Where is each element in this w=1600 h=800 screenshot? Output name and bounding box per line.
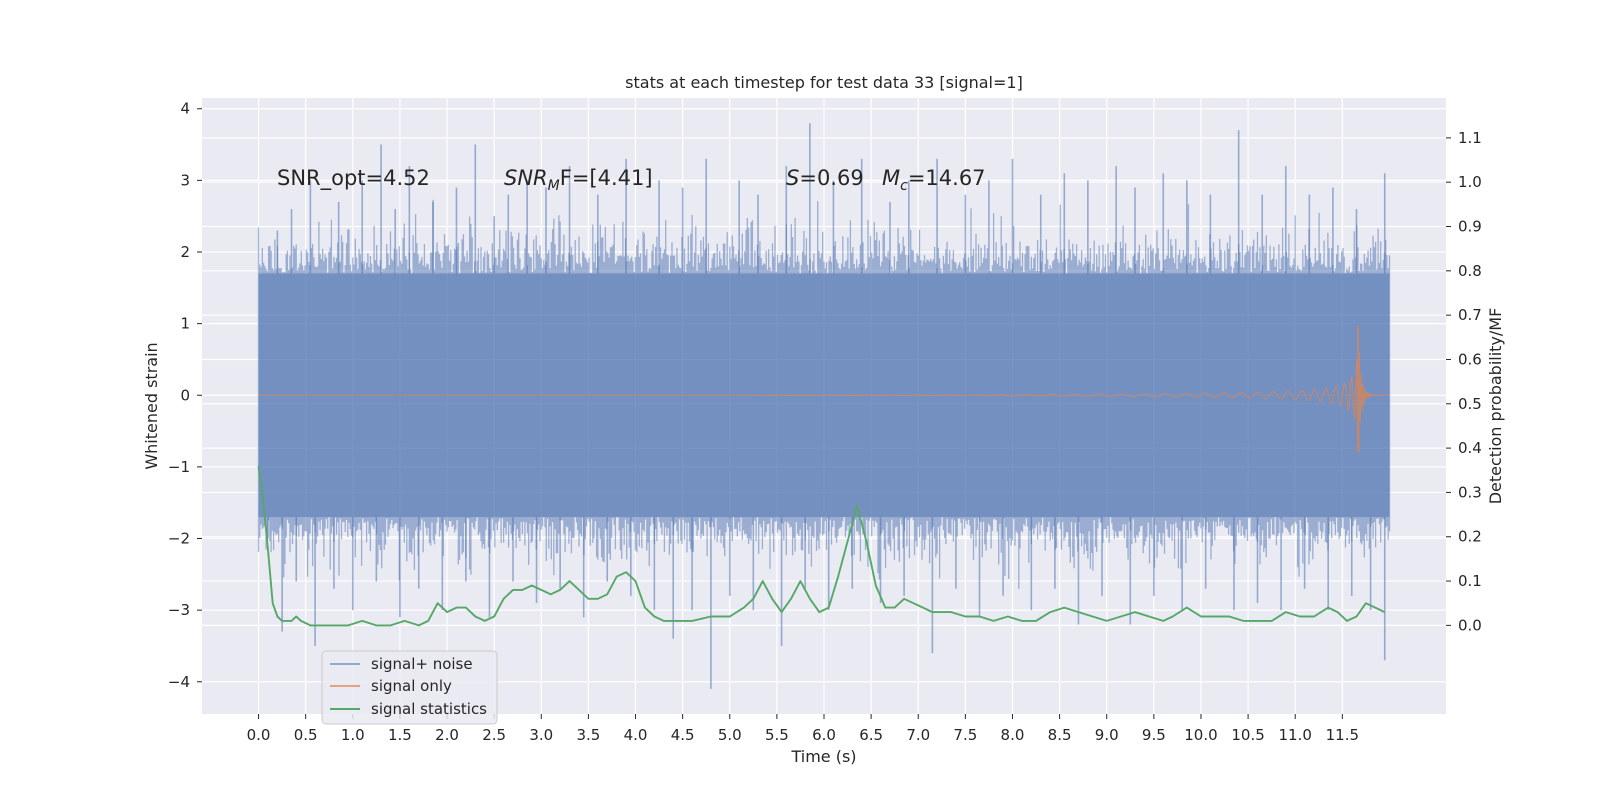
y-tick-label: 4 — [180, 100, 190, 118]
y-right-tick-label: 0.3 — [1458, 483, 1482, 501]
x-tick-label: 1.0 — [341, 726, 365, 744]
x-tick-label: 4.0 — [624, 726, 648, 744]
x-tick-label: 11.5 — [1326, 726, 1359, 744]
x-tick-label: 9.0 — [1095, 726, 1119, 744]
y-axis-right-label: Detection probability/MF — [1486, 308, 1505, 505]
x-tick-label: 5.0 — [718, 726, 742, 744]
y-axis-label: Whitened strain — [142, 342, 161, 469]
y-tick-label: −1 — [168, 458, 190, 476]
y-right-tick-label: 0.2 — [1458, 528, 1482, 546]
x-tick-label: 10.0 — [1184, 726, 1217, 744]
signal-statistics-line — [257, 465, 1386, 627]
x-tick-label: 7.5 — [953, 726, 977, 744]
x-tick-label: 0.0 — [247, 726, 271, 744]
y-axis-ticks: −4 −3 −2 −1 0 1 2 3 4 — [168, 100, 202, 691]
annotation-mc: Mc=14.67 — [882, 166, 986, 194]
y-tick-label: −3 — [168, 601, 190, 619]
annotation-s: S=0.69 — [786, 166, 864, 190]
x-tick-label: 6.0 — [812, 726, 836, 744]
legend-label-signal: signal only — [371, 677, 452, 695]
x-tick-label: 6.5 — [859, 726, 883, 744]
x-tick-label: 8.5 — [1048, 726, 1072, 744]
y-right-tick-label: 0.4 — [1458, 439, 1482, 457]
x-tick-label: 10.5 — [1231, 726, 1264, 744]
y-right-tick-label: 0.5 — [1458, 395, 1482, 413]
x-tick-label: 0.5 — [294, 726, 318, 744]
legend-label-stats: signal statistics — [371, 700, 487, 718]
y-axis-right-ticks: 0.0 0.1 0.2 0.3 0.4 0.5 0.6 0.7 0.8 0.9 1.0 1.1 — [1446, 129, 1482, 634]
legend: signal+ noise signal only signal statist… — [321, 650, 498, 725]
signal-only-series — [258, 325, 1390, 453]
y-right-tick-label: 0.7 — [1458, 306, 1482, 324]
annotation-snr-opt: SNR_opt=4.52 — [277, 166, 430, 191]
x-tick-label: 5.5 — [765, 726, 789, 744]
x-tick-label: 1.5 — [388, 726, 412, 744]
annotation-snr-mf: SNRMF=[4.41] — [504, 166, 653, 194]
y-right-tick-label: 1.1 — [1458, 129, 1482, 147]
y-right-tick-label: 0.1 — [1458, 572, 1482, 590]
y-right-tick-label: 0.6 — [1458, 350, 1482, 368]
y-right-tick-label: 0.0 — [1458, 616, 1482, 634]
x-tick-label: 4.5 — [671, 726, 695, 744]
x-tick-label: 8.0 — [1001, 726, 1025, 744]
y-tick-label: 2 — [180, 243, 190, 261]
x-tick-label: 3.0 — [529, 726, 553, 744]
y-tick-label: −2 — [168, 530, 190, 548]
x-tick-label: 9.5 — [1142, 726, 1166, 744]
y-tick-label: 1 — [180, 315, 190, 333]
y-right-tick-label: 0.8 — [1458, 262, 1482, 280]
y-tick-label: 0 — [180, 386, 190, 404]
x-tick-label: 2.5 — [482, 726, 506, 744]
x-tick-label: 11.0 — [1279, 726, 1312, 744]
y-tick-label: −4 — [168, 673, 190, 691]
x-tick-label: 3.5 — [576, 726, 600, 744]
chart-title: stats at each timestep for test data 33 … — [625, 73, 1023, 92]
signal-only-line — [258, 325, 1390, 453]
x-axis-ticks: 0.0 0.5 1.0 1.5 2.0 2.5 3.0 3.5 4.0 4.5 5.0 5.5 6.0 6… — [247, 714, 1359, 744]
signal-statistics-series — [257, 465, 1386, 627]
x-axis-label: Time (s) — [790, 747, 856, 766]
y-right-tick-label: 0.9 — [1458, 218, 1482, 236]
legend-label-noise: signal+ noise — [371, 655, 473, 673]
y-tick-label: 3 — [180, 171, 190, 189]
x-tick-label: 7.0 — [906, 726, 930, 744]
y-right-tick-label: 1.0 — [1458, 173, 1482, 191]
x-tick-label: 2.0 — [435, 726, 459, 744]
legend-box — [321, 650, 498, 725]
